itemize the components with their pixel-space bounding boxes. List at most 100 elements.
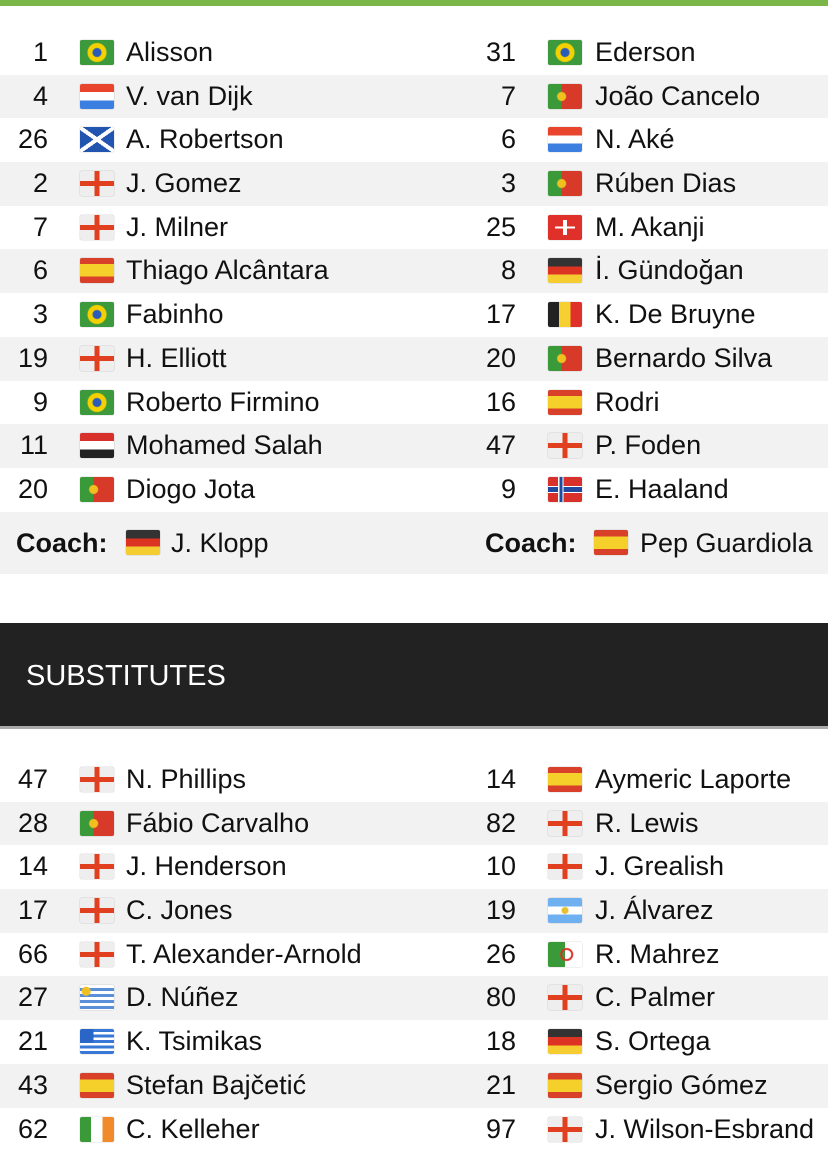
coach-label-home: Coach: [16, 528, 108, 558]
shirt-number: 47 [17, 764, 48, 794]
player-name[interactable]: Rodri [595, 386, 660, 417]
coach-name-home[interactable]: J. Klopp [171, 528, 269, 558]
shirt-number: 6 [32, 255, 48, 286]
player-name[interactable]: Fabinho [126, 299, 224, 330]
shirt-number: 6 [500, 124, 516, 155]
coach-label-away: Coach: [485, 528, 577, 558]
player-name[interactable]: J. Wilson-Esbrand [595, 1113, 815, 1144]
player-name[interactable]: İ. Gündoğan [595, 255, 744, 286]
player-name[interactable]: João Cancelo [595, 80, 761, 111]
flag-es-icon [548, 389, 582, 415]
table-row: 2 J. Gomez 3 Rúben Dias [0, 162, 828, 206]
player-name[interactable]: N. Aké [595, 124, 675, 155]
flag-ie-icon [80, 1116, 114, 1142]
shirt-number: 4 [32, 80, 48, 111]
player-name[interactable]: V. van Dijk [126, 80, 253, 111]
player-name[interactable]: Thiago Alcântara [126, 255, 329, 286]
coach-row: Coach: J. Klopp Coach: Pep Guardiola [0, 512, 828, 574]
flag-br-icon [80, 40, 114, 65]
player-name[interactable]: Sergio Gómez [595, 1069, 768, 1100]
flag-eng-icon [548, 1116, 582, 1142]
table-row: 6 Thiago Alcântara 8 İ. Gündoğan [0, 249, 828, 294]
player-name[interactable]: C. Jones [126, 895, 233, 926]
flag-de-icon [548, 258, 582, 284]
substitutes-table: 47 N. Phillips 14 Aymeric Laporte 28 Fábio Ca… [0, 758, 828, 1151]
table-row: 20 Diogo Jota 9 E. Haaland [0, 468, 828, 512]
player-name[interactable]: C. Kelleher [126, 1113, 260, 1144]
player-name[interactable]: Ederson [595, 37, 696, 67]
player-name[interactable]: Mohamed Salah [126, 430, 323, 461]
player-name[interactable]: P. Foden [595, 430, 702, 461]
flag-eng-icon [80, 767, 114, 792]
flag-de-icon [548, 1029, 582, 1055]
flag-eng-icon [80, 171, 114, 197]
shirt-number: 31 [485, 37, 516, 67]
shirt-number: 80 [485, 982, 516, 1013]
table-row: 4 V. van Dijk 7 João Cancelo [0, 74, 828, 119]
player-name[interactable]: N. Phillips [126, 764, 247, 794]
player-name[interactable]: H. Elliott [126, 342, 227, 373]
player-name[interactable]: Stefan Bajčetić [126, 1069, 307, 1100]
player-name[interactable]: C. Palmer [595, 982, 716, 1013]
table-row: 21 K. Tsimikas 18 S. Ortega [0, 1020, 828, 1064]
starting-lineup-table: 1 Alisson 31 Ederson 4 V. van Dijk 7 João Cance… [0, 31, 828, 512]
flag-pt-icon [548, 345, 582, 371]
shirt-number: 10 [485, 851, 516, 882]
player-name[interactable]: S. Ortega [595, 1026, 711, 1057]
table-row: 11 Mohamed Salah 47 P. Foden [0, 424, 828, 468]
shirt-number: 25 [485, 211, 516, 242]
shirt-number: 16 [485, 386, 516, 417]
shirt-number: 47 [485, 430, 516, 461]
player-name[interactable]: M. Akanji [595, 211, 705, 242]
flag-es-icon [548, 767, 582, 792]
table-row: 66 T. Alexander-Arnold 26 R. Mahrez [0, 933, 828, 977]
table-row: 1 Alisson 31 Ederson [0, 31, 828, 75]
player-name[interactable]: E. Haaland [595, 473, 729, 504]
shirt-number: 27 [17, 982, 48, 1013]
player-name[interactable]: T. Alexander-Arnold [126, 938, 362, 969]
shirt-number: 8 [500, 255, 516, 286]
shirt-number: 17 [17, 895, 48, 926]
player-name[interactable]: J. Álvarez [595, 895, 714, 926]
shirt-number: 19 [485, 895, 516, 926]
player-name[interactable]: D. Núñez [126, 982, 239, 1013]
shirt-number: 3 [500, 168, 516, 199]
coach-name-away[interactable]: Pep Guardiola [640, 528, 813, 558]
player-name[interactable]: R. Mahrez [595, 938, 720, 969]
flag-eng-icon [80, 854, 114, 880]
player-name[interactable]: Alisson [126, 37, 214, 67]
shirt-number: 7 [500, 80, 516, 111]
flag-nl-icon [80, 83, 114, 109]
shirt-number: 1 [32, 37, 48, 67]
table-row: 7 J. Milner 25 M. Akanji [0, 206, 828, 250]
player-name[interactable]: J. Grealish [595, 851, 725, 882]
flag-sco-icon [80, 127, 114, 153]
player-name[interactable]: J. Henderson [126, 851, 287, 882]
shirt-number: 18 [485, 1026, 516, 1057]
shirt-number: 43 [17, 1069, 48, 1100]
player-name[interactable]: R. Lewis [595, 807, 699, 838]
flag-eg-icon [80, 433, 114, 459]
player-name[interactable]: Roberto Firmino [126, 386, 320, 417]
shirt-number: 3 [32, 299, 48, 330]
player-name[interactable]: J. Gomez [126, 168, 242, 199]
player-name[interactable]: A. Robertson [126, 124, 284, 155]
player-name[interactable]: K. Tsimikas [126, 1026, 263, 1057]
flag-pt-icon [548, 171, 582, 197]
flag-no-icon [548, 476, 582, 502]
player-name[interactable]: Diogo Jota [126, 473, 256, 504]
player-name[interactable]: Fábio Carvalho [126, 807, 310, 838]
player-name[interactable]: K. De Bruyne [595, 299, 756, 330]
flag-eng-icon [80, 214, 114, 240]
flag-be-icon [548, 302, 582, 328]
player-name[interactable]: J. Milner [126, 211, 229, 242]
flag-br-icon [80, 302, 114, 328]
substitutes-header: SUBSTITUTES [0, 623, 828, 729]
player-name[interactable]: Bernardo Silva [595, 342, 773, 373]
shirt-number: 20 [17, 473, 48, 504]
table-row: 27 D. Núñez 80 C. Palmer [0, 976, 828, 1021]
flag-ch-icon [548, 214, 582, 240]
shirt-number: 14 [485, 764, 516, 794]
player-name[interactable]: Aymeric Laporte [595, 764, 792, 794]
player-name[interactable]: Rúben Dias [595, 168, 737, 199]
